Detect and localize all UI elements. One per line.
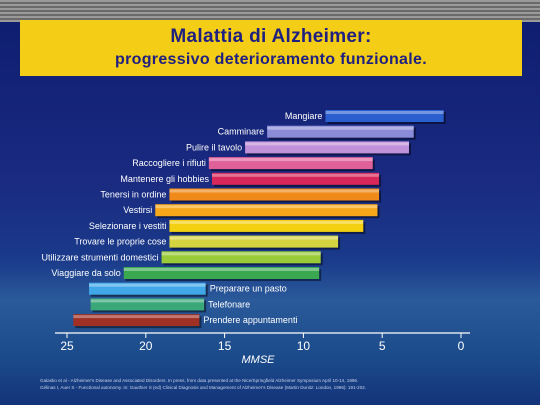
bar-highlight xyxy=(155,205,378,209)
bar xyxy=(169,235,339,248)
bar-highlight xyxy=(161,252,321,256)
x-tick-label: 20 xyxy=(139,339,153,353)
x-tick-label: 25 xyxy=(60,339,74,353)
title-line-1: Malattia di Alzheimer: xyxy=(170,26,372,47)
bar-highlight xyxy=(325,111,444,114)
bar-highlight xyxy=(245,142,409,146)
bar-highlight xyxy=(169,189,380,193)
bar-label: Vestirsi xyxy=(123,205,152,215)
bar xyxy=(211,172,380,185)
bar-label: Selezionare i vestiti xyxy=(89,221,167,231)
bar-highlight xyxy=(169,236,339,240)
bar xyxy=(123,267,320,279)
bar-highlight xyxy=(169,220,364,224)
bar xyxy=(245,141,409,154)
bar-label: Trovare le proprie cose xyxy=(74,237,166,247)
bar-highlight xyxy=(90,299,205,303)
bar-highlight xyxy=(89,283,206,287)
bar-label: Viaggiare da solo xyxy=(51,268,120,278)
bar xyxy=(267,125,414,138)
bar xyxy=(161,251,321,264)
x-tick-label: 5 xyxy=(379,339,386,353)
x-tick-label: 10 xyxy=(297,339,311,353)
top-stripes xyxy=(0,0,540,22)
x-tick-label: 15 xyxy=(218,339,232,353)
bar xyxy=(208,157,373,170)
footnote-2: Gélinas I, Auer S - Functional autonomy.… xyxy=(40,385,367,390)
bar-label: Tenersi in ordine xyxy=(100,190,166,200)
bar-label: Camminare xyxy=(218,127,265,137)
bar-label: Preparare un pasto xyxy=(210,284,287,294)
title-band: Malattia di Alzheimer: progressivo deter… xyxy=(20,20,522,76)
bar-label: Raccogliere i rifiuti xyxy=(132,158,206,168)
bar xyxy=(169,188,380,201)
bar-label: Telefonare xyxy=(208,299,250,309)
title-line-2: progressivo deterioramento funzionale. xyxy=(115,51,427,68)
bar-highlight xyxy=(73,315,200,319)
bar-label: Pulire il tavolo xyxy=(186,142,242,152)
bar-label: Mangiare xyxy=(285,111,323,121)
bar-highlight xyxy=(208,158,373,162)
bar xyxy=(90,298,205,311)
bar xyxy=(325,110,444,122)
x-axis-title: MMSE xyxy=(242,354,276,366)
bar-highlight xyxy=(211,173,380,177)
bar-label: Mantenere gli hobbies xyxy=(120,174,209,184)
bar-highlight xyxy=(267,126,414,130)
bar-label: Utilizzare strumenti domestici xyxy=(42,252,159,262)
bar xyxy=(169,219,364,232)
x-tick-label: 0 xyxy=(458,339,465,353)
footnotes: Galasko et al - Alzheimer's Disease and … xyxy=(40,377,530,391)
bar xyxy=(73,314,200,327)
bar xyxy=(155,204,378,217)
bar-label: Prendere appuntamenti xyxy=(203,315,297,325)
bar-highlight xyxy=(123,268,320,271)
footnote-1: Galasko et al - Alzheimer's Disease and … xyxy=(40,378,359,383)
bar xyxy=(89,282,206,295)
